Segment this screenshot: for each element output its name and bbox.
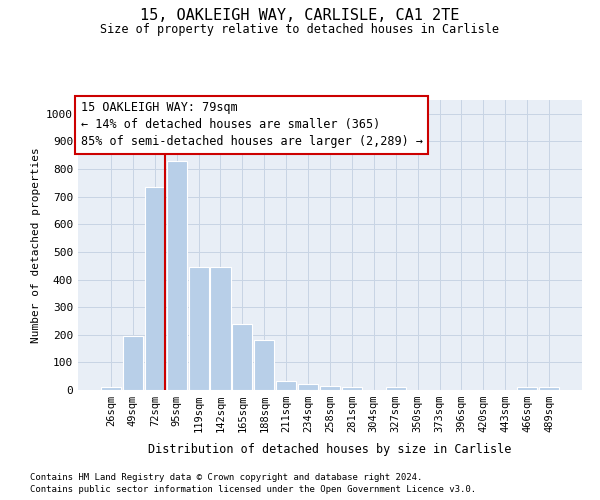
Bar [232,324,253,390]
Text: 15 OAKLEIGH WAY: 79sqm
← 14% of detached houses are smaller (365)
85% of semi-de: 15 OAKLEIGH WAY: 79sqm ← 14% of detached… [80,102,422,148]
Bar [101,387,121,390]
Bar [145,187,165,390]
Bar [342,387,362,390]
Y-axis label: Number of detached properties: Number of detached properties [31,147,41,343]
Bar [386,387,406,390]
Text: Size of property relative to detached houses in Carlisle: Size of property relative to detached ho… [101,22,499,36]
Bar [254,340,274,390]
Bar [276,381,296,390]
Text: 15, OAKLEIGH WAY, CARLISLE, CA1 2TE: 15, OAKLEIGH WAY, CARLISLE, CA1 2TE [140,8,460,22]
Bar [539,387,559,390]
Bar [211,267,230,390]
Bar [517,387,537,390]
Bar [167,161,187,390]
Bar [320,386,340,390]
Bar [188,267,209,390]
Text: Contains HM Land Registry data © Crown copyright and database right 2024.: Contains HM Land Registry data © Crown c… [30,472,422,482]
Bar [123,336,143,390]
Bar [298,384,318,390]
Text: Contains public sector information licensed under the Open Government Licence v3: Contains public sector information licen… [30,485,476,494]
Text: Distribution of detached houses by size in Carlisle: Distribution of detached houses by size … [148,442,512,456]
